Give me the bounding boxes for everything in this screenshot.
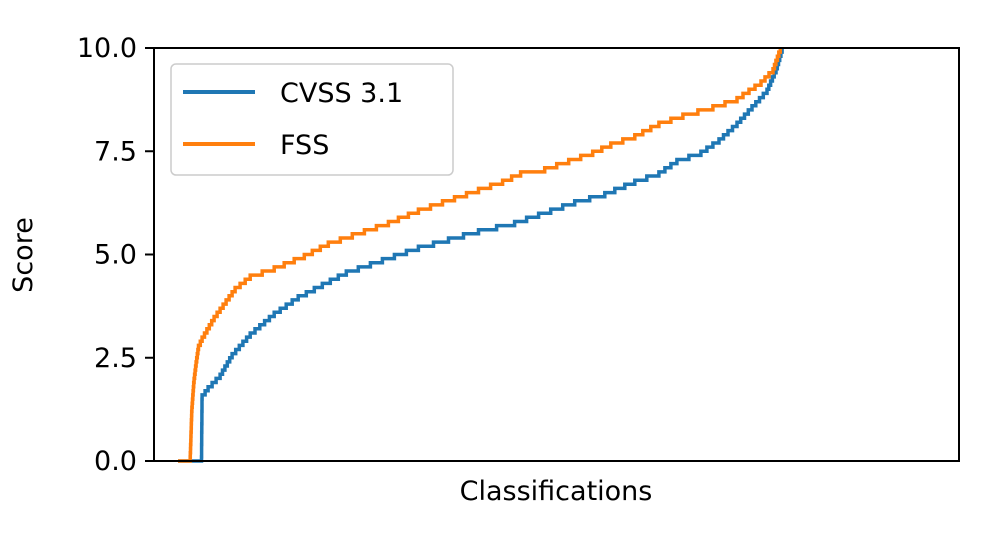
- series-line-fss: [178, 48, 783, 463]
- y-axis: 0.0 2.5 5.0 7.5 10.0: [77, 33, 154, 477]
- series-layer: [178, 48, 784, 463]
- series-line-cvss: [178, 48, 784, 463]
- legend-label-cvss: CVSS 3.1: [280, 78, 403, 109]
- y-tick-label: 2.5: [94, 343, 137, 374]
- legend: CVSS 3.1 FSS: [170, 63, 454, 176]
- y-tick-label: 0.0: [94, 446, 137, 477]
- y-tick-label: 10.0: [77, 33, 137, 64]
- legend-label-fss: FSS: [280, 130, 329, 161]
- y-tick-label: 7.5: [94, 136, 137, 167]
- x-axis-label: Classifications: [460, 476, 653, 507]
- y-axis-label: Score: [8, 217, 39, 293]
- y-tick-label: 5.0: [94, 240, 137, 271]
